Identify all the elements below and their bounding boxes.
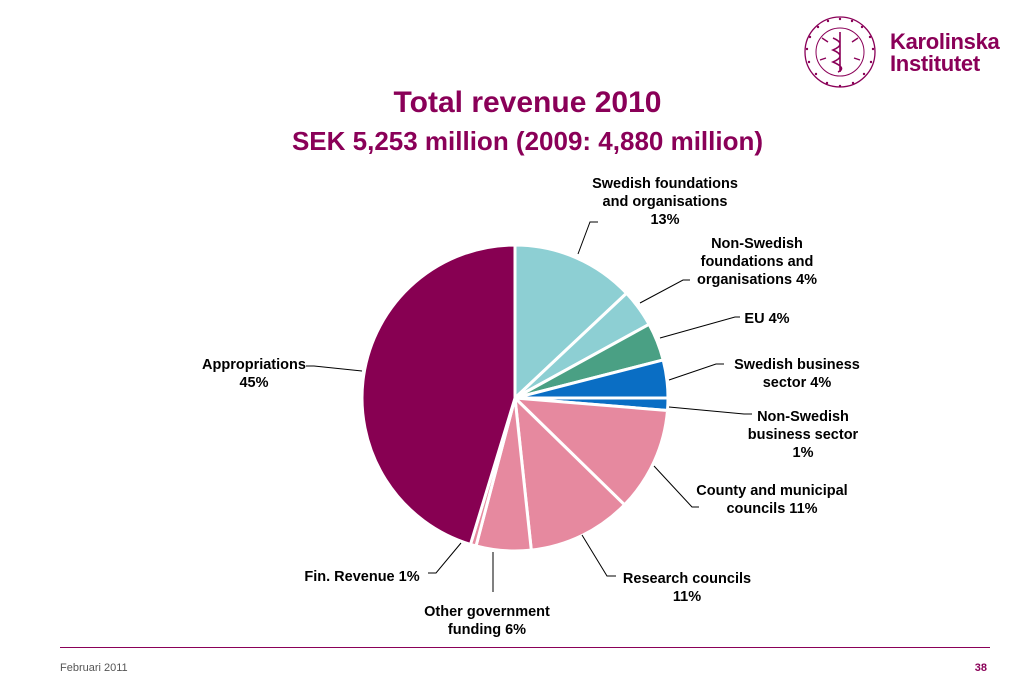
leader-line-1 bbox=[577, 221, 598, 255]
slice-label-box-4: Swedish business sector 4% bbox=[734, 357, 860, 391]
slice-label-9: Fin. Revenue 1% bbox=[304, 569, 420, 585]
slice-label-box-1: Swedish foundations and organisations 13… bbox=[592, 176, 738, 228]
leader-line-6 bbox=[653, 465, 699, 508]
slice-label-6: County and municipal councils 11% bbox=[696, 483, 848, 517]
slice-label-7: Research councils 11% bbox=[622, 571, 752, 605]
slice-label-box-8: Other government funding 6% bbox=[424, 604, 550, 638]
logo-text-line2: Institutet bbox=[890, 51, 980, 76]
karolinska-seal-logo bbox=[804, 16, 876, 88]
footer-date: Februari 2011 bbox=[60, 662, 128, 674]
footer-divider bbox=[60, 647, 990, 648]
slice-label-box-5: Non-Swedish business sector 1% bbox=[747, 409, 859, 461]
slice-label-box-2: Non-Swedish foundations and organisation… bbox=[696, 236, 818, 288]
pie-slices bbox=[360, 243, 670, 553]
leader-line-7 bbox=[581, 534, 616, 577]
pie-slice-6 bbox=[513, 396, 669, 507]
leader-line-3 bbox=[659, 316, 740, 339]
slice-label-box-6: County and municipal councils 11% bbox=[696, 483, 848, 517]
pie-slice-1 bbox=[513, 243, 629, 400]
slice-label-1: Swedish foundations and organisations 13… bbox=[592, 176, 738, 228]
slice-label-4: Swedish business sector 4% bbox=[734, 357, 860, 391]
slice-label-3: EU 4% bbox=[744, 311, 790, 327]
pie-slice-10 bbox=[360, 243, 517, 546]
slice-label-10: Appropriations 45% bbox=[202, 357, 306, 391]
slice-label-8: Other government funding 6% bbox=[424, 604, 550, 638]
page-number: 38 bbox=[974, 662, 987, 674]
chart-subtitle: SEK 5,253 million (2009: 4,880 million) bbox=[291, 126, 764, 156]
slice-label-box-3: EU 4% bbox=[744, 311, 790, 327]
slice-label-2: Non-Swedish foundations and organisation… bbox=[696, 236, 818, 288]
chart-title: Total revenue 2010 bbox=[393, 86, 662, 119]
slice-label-box-7: Research councils 11% bbox=[622, 571, 752, 605]
leader-line-4 bbox=[668, 363, 724, 381]
slice-label-box-10: Appropriations 45% bbox=[202, 357, 306, 391]
leader-line-5 bbox=[668, 406, 752, 415]
leader-line-9 bbox=[428, 542, 462, 574]
logo-text-line1: Karolinska bbox=[890, 29, 1000, 54]
leader-line-10 bbox=[306, 365, 363, 372]
slice-label-box-9: Fin. Revenue 1% bbox=[304, 569, 420, 585]
slice-label-5: Non-Swedish business sector 1% bbox=[747, 409, 859, 461]
leader-line-2 bbox=[639, 279, 690, 304]
